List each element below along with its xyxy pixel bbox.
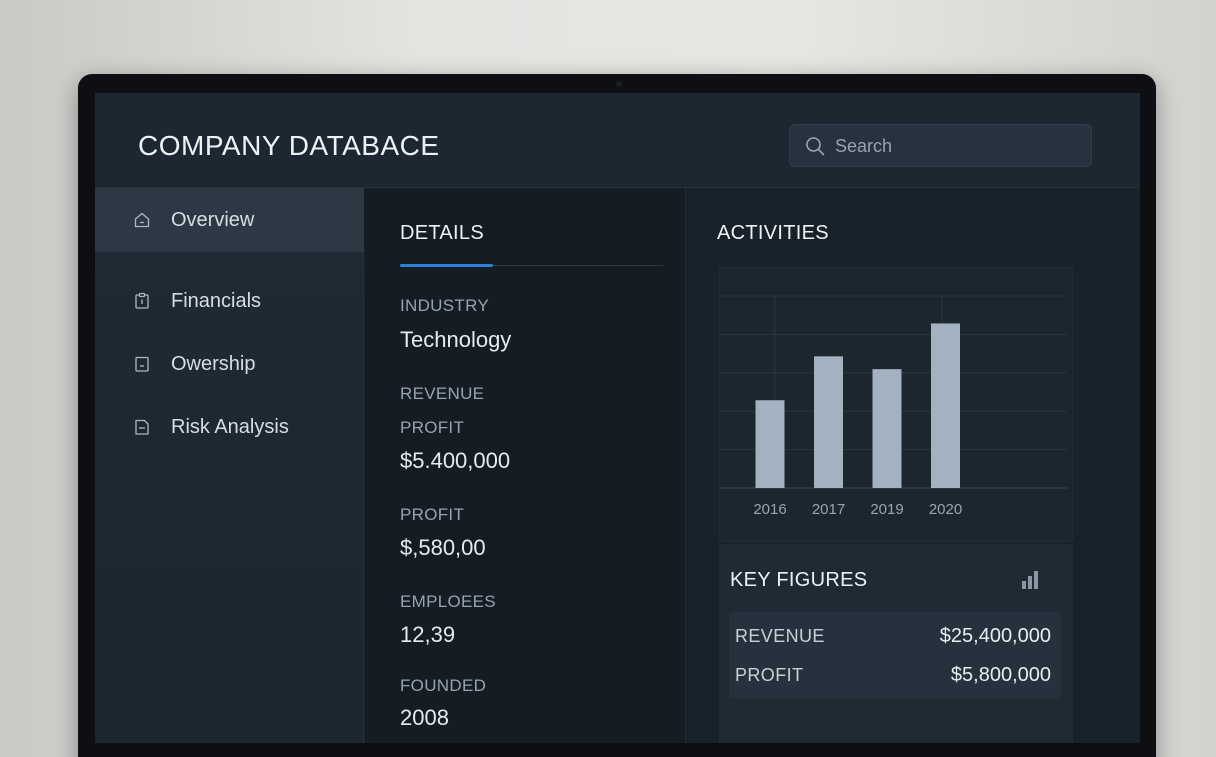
details-tab-indicator xyxy=(400,264,493,267)
key-figures-card: KEY FIGURES REVENUE $25,400,000 PROFIT $… xyxy=(719,544,1073,743)
bar-chart-icon[interactable] xyxy=(1019,569,1041,591)
field-value-profit-2: $,580,00 xyxy=(400,535,486,560)
activities-panel: ACTIVITIES 2016 2017 2019 2020 KEY FIGURES … xyxy=(685,188,1140,743)
bar-2017[interactable] xyxy=(814,356,843,488)
x-tick-label: 2017 xyxy=(812,501,845,518)
search-placeholder: Search xyxy=(835,136,893,156)
activity-chart: 2016 2017 2019 2020 xyxy=(719,267,1073,542)
app-title: COMPANY DATABACE xyxy=(138,130,440,161)
sidebar-item-label: Financials xyxy=(171,289,262,312)
app-header: COMPANY DATABACE Search xyxy=(95,93,1140,188)
search-icon xyxy=(806,137,825,156)
field-label-profit: PROFIT xyxy=(400,418,465,437)
sidebar-item-owership[interactable]: Owership xyxy=(95,332,364,396)
field-label-profit-2: PROFIT xyxy=(400,505,465,524)
key-figure-row: REVENUE $25,400,000 xyxy=(729,617,1061,655)
key-figures-title: KEY FIGURES xyxy=(730,569,868,591)
bar-2016[interactable] xyxy=(755,400,785,488)
x-tick-label: 2019 xyxy=(870,501,903,518)
field-label-founded: FOUNDED xyxy=(400,676,487,695)
x-tick-label: 2020 xyxy=(929,501,962,518)
activities-title: ACTIVITIES xyxy=(717,222,829,244)
key-figure-label: PROFIT xyxy=(735,665,804,685)
sidebar-item-label: Risk Analysis xyxy=(171,415,289,438)
sidebar-item-overview[interactable]: Overview xyxy=(95,188,364,252)
app-window: COMPANY DATABACE Search Overview Financi… xyxy=(95,93,1140,743)
clipboard-icon xyxy=(135,292,149,309)
sidebar-item-label: Overview xyxy=(171,208,255,231)
x-tick-label: 2016 xyxy=(753,501,786,518)
field-label-revenue: REVENUE xyxy=(400,384,485,403)
field-label-employees: EMPLOEES xyxy=(400,592,496,611)
key-figure-value: $5,800,000 xyxy=(950,664,1051,686)
key-figures-table: REVENUE $25,400,000 PROFIT $5,800,000 xyxy=(729,612,1061,698)
field-value-profit: $5.400,000 xyxy=(400,448,511,473)
bar-chart: 2016 2017 2019 2020 xyxy=(720,295,1067,518)
field-value-founded: 2008 xyxy=(400,705,449,730)
field-label-industry: INDUSTRY xyxy=(400,296,489,315)
bar-2020[interactable] xyxy=(931,323,960,488)
key-figure-row: PROFIT $5,800,000 xyxy=(729,656,1061,694)
details-divider xyxy=(400,265,663,266)
home-icon xyxy=(134,212,150,228)
key-figure-value: $25,400,000 xyxy=(939,625,1051,647)
camera-dot xyxy=(616,81,622,87)
document-icon xyxy=(135,356,149,372)
field-value-employees: 12,39 xyxy=(400,622,456,647)
key-figure-label: REVENUE xyxy=(735,626,825,646)
sidebar-item-risk-analysis[interactable]: Risk Analysis xyxy=(95,395,364,459)
field-value-industry: Technology xyxy=(400,327,512,352)
search-input[interactable]: Search xyxy=(789,124,1092,167)
sidebar-item-financials[interactable]: Financials xyxy=(95,269,364,333)
file-icon xyxy=(135,419,149,435)
sidebar-item-label: Owership xyxy=(171,352,256,375)
sidebar: Overview Financials Owership Risk Analys… xyxy=(95,188,364,743)
bar-2019[interactable] xyxy=(872,369,902,488)
details-title: DETAILS xyxy=(400,222,484,244)
details-panel: DETAILS INDUSTRY Technology REVENUE PROF… xyxy=(365,188,685,743)
